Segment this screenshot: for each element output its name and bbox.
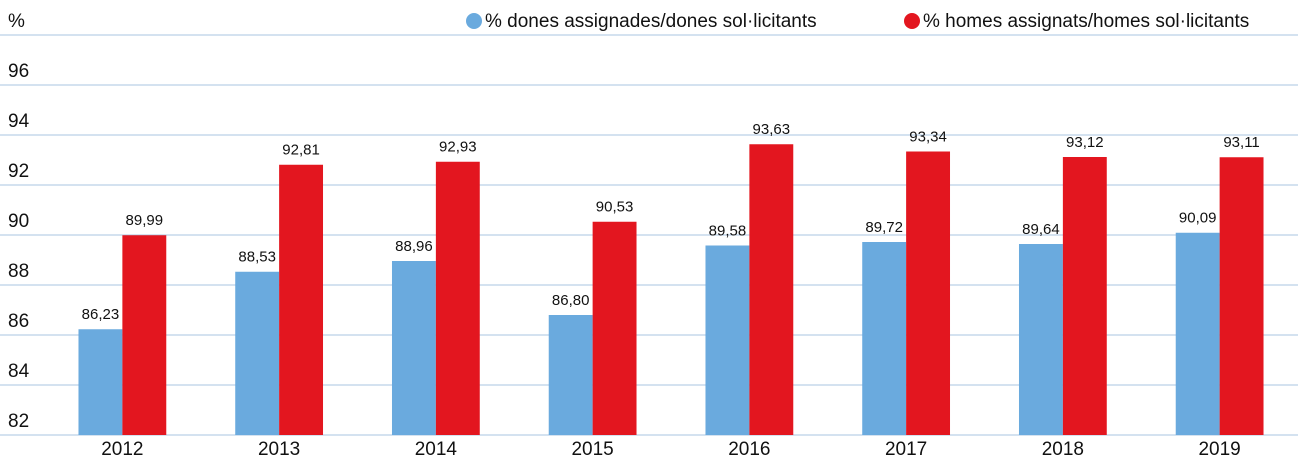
y-tick-label: 94 — [8, 111, 30, 132]
y-axis-label: % — [8, 11, 25, 32]
y-tick-label: 84 — [8, 361, 30, 382]
value-label: 89,64 — [1022, 221, 1060, 238]
bar — [1062, 157, 1107, 435]
legend-label: % homes assignats/homes sol·licitants — [923, 11, 1249, 32]
x-tick-label: 2019 — [1198, 439, 1240, 460]
bar — [906, 151, 951, 435]
y-tick-label: 86 — [8, 311, 29, 332]
value-label: 92,93 — [439, 139, 477, 156]
value-label: 93,34 — [909, 128, 947, 145]
value-label: 88,96 — [395, 238, 433, 255]
value-label: 88,53 — [238, 249, 276, 266]
x-tick-label: 2013 — [258, 439, 300, 460]
value-label: 86,23 — [82, 306, 120, 323]
bar — [705, 245, 750, 435]
bar — [122, 235, 167, 435]
bar — [749, 144, 794, 435]
x-tick-label: 2016 — [728, 439, 770, 460]
value-label: 89,72 — [865, 219, 903, 236]
bar — [1018, 244, 1063, 435]
value-label: 89,99 — [126, 212, 164, 229]
y-tick-label: 88 — [8, 261, 29, 282]
bar — [78, 329, 123, 435]
bar — [592, 221, 637, 435]
value-label: 92,81 — [282, 142, 320, 159]
value-label: 90,09 — [1179, 210, 1217, 227]
x-tick-label: 2018 — [1042, 439, 1084, 460]
value-label: 93,12 — [1066, 134, 1104, 151]
y-tick-label: 92 — [8, 161, 29, 182]
x-tick-label: 2012 — [101, 439, 143, 460]
bar — [1219, 157, 1264, 435]
legend-marker — [466, 13, 482, 29]
value-label: 86,80 — [552, 292, 590, 309]
value-label: 89,58 — [709, 222, 747, 239]
y-tick-label: 96 — [8, 61, 29, 82]
bar — [391, 261, 436, 435]
bar — [862, 242, 907, 435]
bar — [1175, 232, 1220, 435]
y-tick-label: 82 — [8, 411, 29, 432]
x-tick-label: 2017 — [885, 439, 927, 460]
legend-marker — [904, 13, 920, 29]
x-tick-label: 2015 — [571, 439, 613, 460]
bar — [548, 315, 593, 435]
bar — [235, 271, 280, 435]
value-label: 93,63 — [753, 121, 791, 138]
value-label: 93,11 — [1223, 134, 1259, 151]
value-label: 90,53 — [596, 199, 634, 216]
legend-label: % dones assignades/dones sol·licitants — [485, 11, 817, 32]
bar — [279, 164, 324, 435]
bar — [435, 161, 480, 435]
x-tick-label: 2014 — [415, 439, 458, 460]
y-tick-label: 90 — [8, 211, 29, 232]
